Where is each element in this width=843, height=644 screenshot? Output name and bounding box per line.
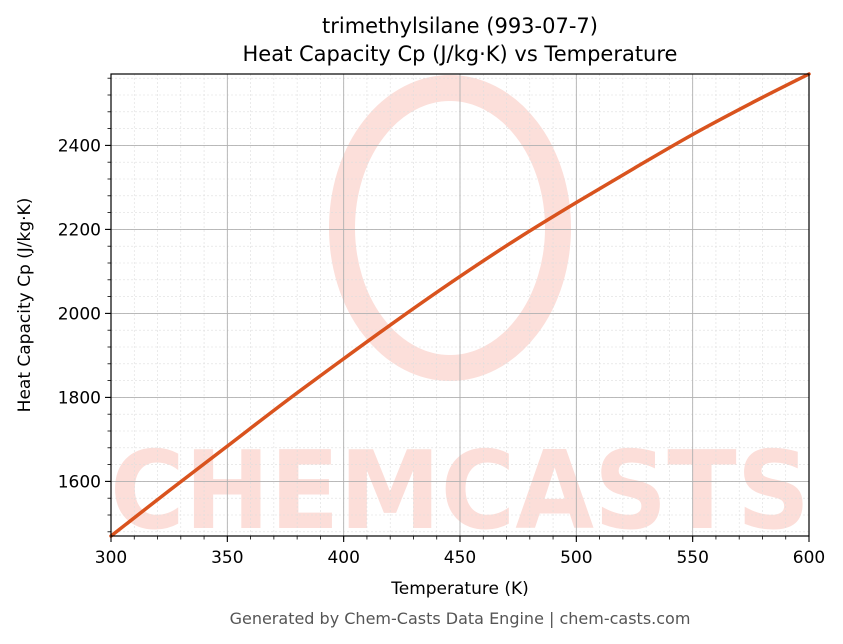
x-tick-label: 450 <box>444 548 476 568</box>
x-tick-label: 600 <box>793 548 825 568</box>
y-tick-label: 2000 <box>58 304 101 324</box>
axis-tick-labels: 300 350 400 450 500 550 600 1600 1800 2000 2200 240… <box>58 136 825 568</box>
x-tick-label: 300 <box>95 548 127 568</box>
footer-credit: Generated by Chem-Casts Data Engine | ch… <box>230 609 691 628</box>
y-tick-label: 2200 <box>58 220 101 240</box>
y-tick-label: 1800 <box>58 388 101 408</box>
y-tick-label: 2400 <box>58 136 101 156</box>
y-tick-label: 1600 <box>58 472 101 492</box>
y-axis-label: Heat Capacity Cp (J/kg·K) <box>15 198 35 413</box>
chart-title: trimethylsilane (993-07-7) <box>322 14 598 38</box>
x-axis-label: Temperature (K) <box>390 579 529 599</box>
watermark-swirl <box>329 75 571 381</box>
heat-capacity-line <box>109 72 811 538</box>
axis-ticks <box>105 77 810 542</box>
chart-subtitle: Heat Capacity Cp (J/kg·K) vs Temperature <box>243 42 678 66</box>
x-tick-label: 550 <box>676 548 708 568</box>
x-tick-label: 400 <box>327 548 359 568</box>
x-tick-label: 500 <box>560 548 592 568</box>
x-tick-label: 350 <box>211 548 243 568</box>
